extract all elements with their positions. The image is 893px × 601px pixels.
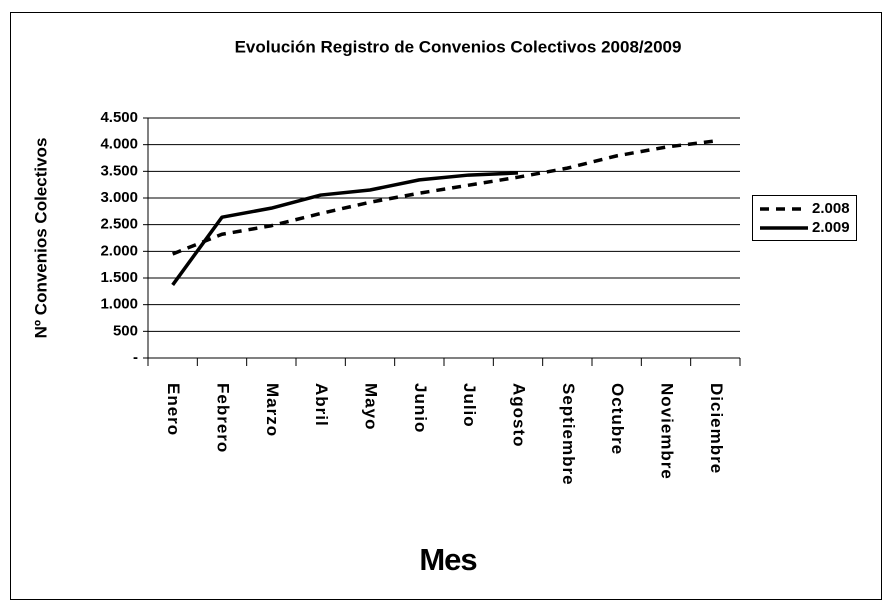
y-tick-label: 1.000 bbox=[100, 296, 138, 313]
y-tick-label: - bbox=[133, 349, 138, 366]
series-line bbox=[171, 171, 519, 286]
x-tick-label: Febrero bbox=[214, 383, 233, 453]
x-tick-label: Diciembre bbox=[707, 383, 726, 474]
series-line bbox=[172, 139, 716, 256]
x-axis-title: Mes bbox=[419, 542, 476, 577]
y-tick-label: 2.500 bbox=[100, 216, 138, 233]
x-tick-label: Noviembre bbox=[658, 383, 677, 480]
x-tick-label: Marzo bbox=[263, 383, 282, 437]
x-tick-label: Octubre bbox=[608, 383, 627, 455]
y-axis-title: Nº Convenios Colectivos bbox=[31, 138, 50, 339]
chart-title: Evolución Registro de Convenios Colectiv… bbox=[235, 37, 682, 56]
x-tick-label: Abril bbox=[312, 383, 331, 427]
legend-box bbox=[752, 195, 857, 241]
y-tick-label: 4.000 bbox=[100, 136, 138, 153]
chart-border bbox=[10, 12, 882, 600]
x-tick-label: Mayo bbox=[362, 383, 381, 430]
x-tick-label: Junio bbox=[411, 383, 430, 433]
x-tick-label: Septiembre bbox=[559, 383, 578, 486]
y-tick-label: 2.000 bbox=[100, 242, 138, 259]
legend-label: 2.008 bbox=[812, 200, 850, 217]
y-tick-label: 500 bbox=[113, 322, 138, 339]
x-tick-label: Agosto bbox=[510, 383, 529, 448]
y-tick-label: 3.500 bbox=[100, 162, 138, 179]
x-tick-label: Enero bbox=[164, 383, 183, 436]
x-tick-label: Julio bbox=[460, 383, 479, 428]
y-tick-label: 1.500 bbox=[100, 269, 138, 286]
legend-label: 2.009 bbox=[812, 219, 850, 236]
y-tick-label: 3.000 bbox=[100, 189, 138, 206]
y-tick-label: 4.500 bbox=[100, 109, 138, 126]
